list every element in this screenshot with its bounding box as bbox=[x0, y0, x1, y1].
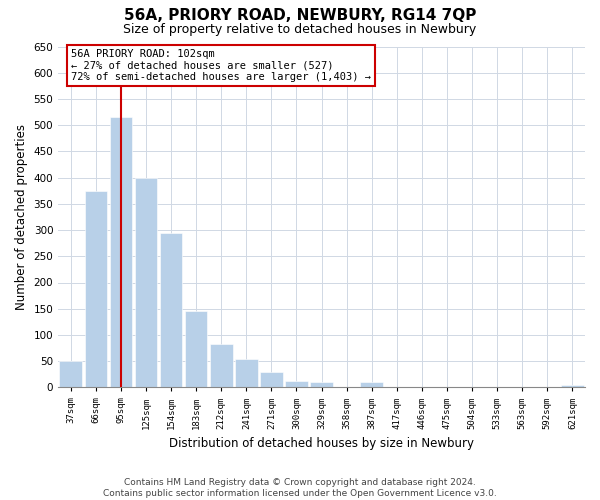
Bar bbox=[235, 358, 257, 388]
Bar bbox=[310, 382, 333, 388]
Bar bbox=[210, 344, 233, 388]
Bar bbox=[110, 118, 132, 388]
Bar bbox=[361, 382, 383, 388]
Y-axis label: Number of detached properties: Number of detached properties bbox=[15, 124, 28, 310]
Bar bbox=[561, 385, 584, 388]
Bar bbox=[134, 178, 157, 388]
Bar bbox=[85, 190, 107, 388]
X-axis label: Distribution of detached houses by size in Newbury: Distribution of detached houses by size … bbox=[169, 437, 474, 450]
Bar bbox=[160, 232, 182, 388]
Bar bbox=[59, 361, 82, 388]
Text: 56A PRIORY ROAD: 102sqm
← 27% of detached houses are smaller (527)
72% of semi-d: 56A PRIORY ROAD: 102sqm ← 27% of detache… bbox=[71, 49, 371, 82]
Text: Contains HM Land Registry data © Crown copyright and database right 2024.
Contai: Contains HM Land Registry data © Crown c… bbox=[103, 478, 497, 498]
Bar bbox=[185, 312, 208, 388]
Bar bbox=[285, 380, 308, 388]
Text: Size of property relative to detached houses in Newbury: Size of property relative to detached ho… bbox=[124, 22, 476, 36]
Text: 56A, PRIORY ROAD, NEWBURY, RG14 7QP: 56A, PRIORY ROAD, NEWBURY, RG14 7QP bbox=[124, 8, 476, 22]
Bar bbox=[260, 372, 283, 388]
